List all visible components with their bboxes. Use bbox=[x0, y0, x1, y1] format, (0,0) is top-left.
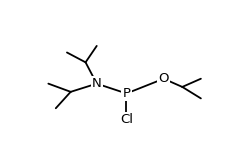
Text: N: N bbox=[92, 77, 102, 90]
Text: O: O bbox=[158, 72, 169, 85]
Text: P: P bbox=[123, 87, 130, 100]
Text: Cl: Cl bbox=[120, 113, 133, 126]
